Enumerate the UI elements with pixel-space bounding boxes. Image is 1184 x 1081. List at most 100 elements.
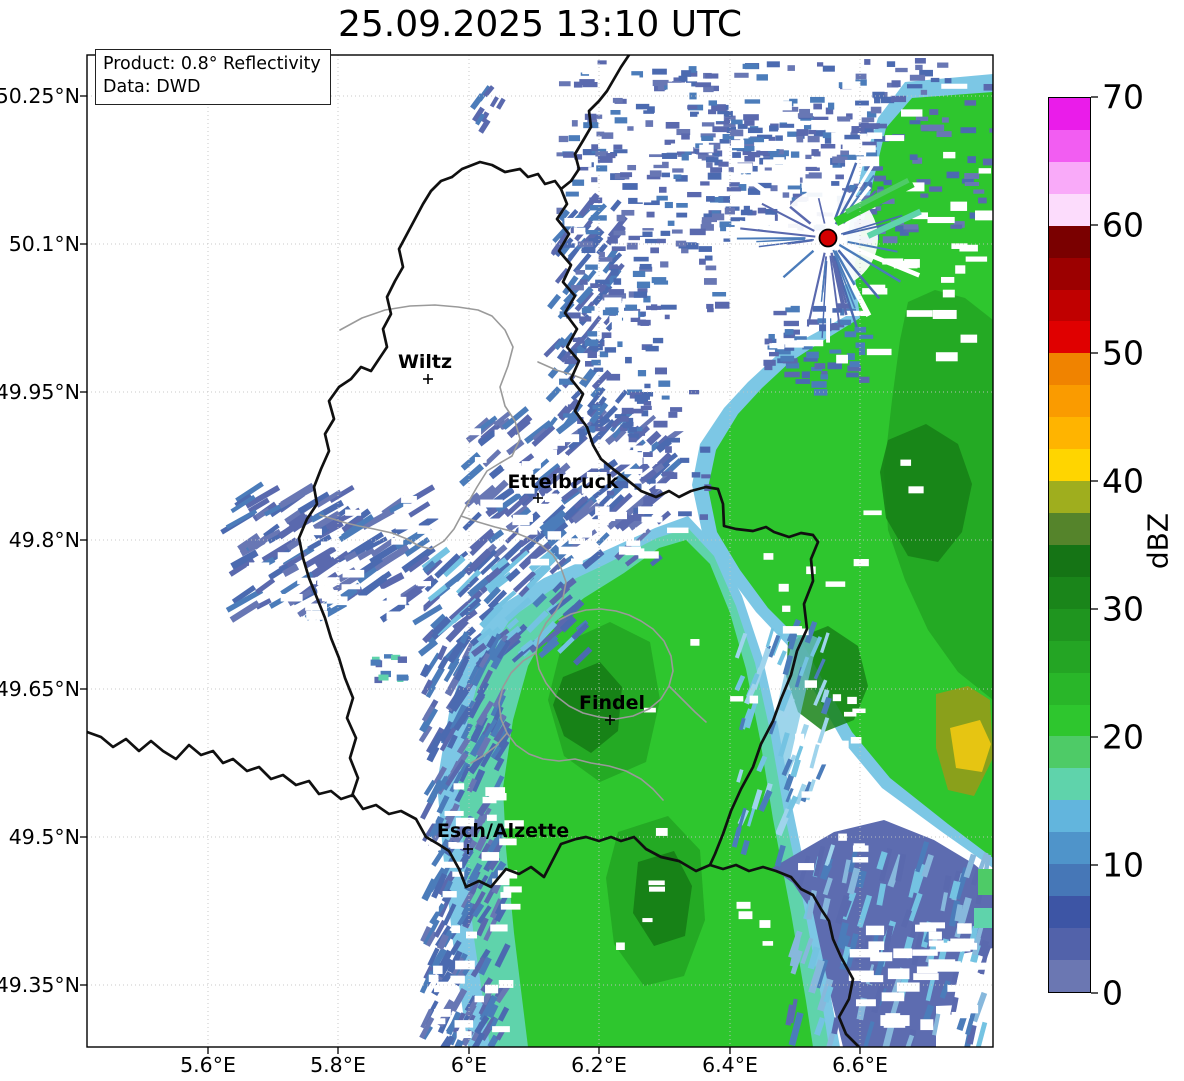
colorbar-segment: [1049, 449, 1090, 482]
city-label: Esch/Alzette: [436, 820, 570, 842]
colorbar-segment: [1049, 225, 1090, 258]
speckle-field-blob-sw: [370, 654, 409, 684]
y-tick-label: 49.65°N: [0, 677, 80, 701]
district-borders: [319, 304, 707, 801]
data-source-line: Data: DWD: [103, 77, 201, 98]
district-border-line: [319, 304, 521, 550]
hole-field: [560, 62, 993, 364]
echo-region-darkgreen-b1: [553, 662, 622, 753]
district-border-line: [537, 361, 587, 381]
district-border-line: [498, 652, 664, 801]
colorbar-segment: [1049, 736, 1090, 769]
district-border-line: [470, 732, 508, 764]
country-border-line: [559, 55, 631, 191]
colorbar-segment: [1049, 768, 1090, 801]
y-tick-label: 50.1°N: [8, 232, 80, 256]
colorbar-tick-label: 50: [1102, 333, 1144, 373]
y-tick-label: 49.5°N: [8, 825, 80, 849]
colorbar-segment: [1049, 161, 1090, 194]
city-label: Wiltz: [397, 351, 453, 373]
city-marker: [463, 844, 473, 854]
colorbar-segment: [1049, 321, 1090, 354]
graticule: [87, 55, 993, 1047]
echo-streak: [978, 869, 993, 895]
district-border-line: [460, 515, 674, 720]
y-tick-label: 49.8°N: [8, 528, 80, 552]
colorbar-tick-label: 30: [1102, 589, 1144, 629]
echo-region-green-east: [708, 92, 993, 858]
x-tick-label: 6°E: [450, 1053, 488, 1077]
y-tick-label: 49.35°N: [0, 973, 80, 997]
colorbar-segment: [1049, 672, 1090, 705]
colorbar-segment: [1049, 385, 1090, 418]
colorbar-segment: [1049, 353, 1090, 386]
country-border-line: [450, 160, 563, 191]
colorbar-segment: [1049, 832, 1090, 865]
country-border-line: [87, 730, 712, 889]
colorbar-tick-label: 60: [1102, 205, 1144, 245]
y-tick-label: 50.25°N: [0, 84, 80, 108]
x-tick-label: 6.4°E: [702, 1053, 758, 1077]
hole-field: [616, 639, 781, 951]
colorbar-tick-label: 40: [1102, 461, 1144, 501]
city-label: Ettelbruck: [507, 471, 619, 493]
country-border-line: [708, 863, 861, 1047]
echo-streak: [844, 177, 910, 215]
echo-streak: [833, 178, 915, 227]
product-info-box: Product: 0.8° Reflectivity Data: DWD: [95, 49, 331, 106]
city-markers: [423, 374, 615, 854]
axis-ticks: [80, 95, 1098, 1054]
speckle-field-scatter-mid: [600, 383, 712, 521]
colorbar-segment: [1049, 576, 1090, 609]
hole-field: [470, 424, 689, 566]
colorbar-tick-label: 20: [1102, 717, 1144, 757]
echo-streak: [866, 208, 922, 239]
map-frame: [86, 54, 994, 1048]
colorbar-tick-label: 70: [1102, 77, 1144, 117]
colorbar-segment: [1049, 289, 1090, 322]
colorbar-segment: [1049, 927, 1090, 960]
streak-field-west-streaks: [220, 481, 443, 626]
echo-region-darkgreen-east1: [880, 424, 972, 562]
city-label: Findel: [578, 692, 646, 714]
x-tick-label: 6.2°E: [571, 1053, 627, 1077]
colorbar-segment: [1049, 640, 1090, 673]
radar-site-dot: [818, 228, 838, 248]
city-marker: [423, 374, 433, 384]
colorbar-segment: [1049, 129, 1090, 162]
echo-streak: [974, 908, 992, 928]
product-line: Product: 0.8° Reflectivity: [103, 54, 321, 74]
colorbar-segment: [1049, 896, 1090, 928]
hole-field: [848, 922, 989, 1031]
colorbar-segment: [1049, 98, 1090, 130]
colorbar-tick-label: 0: [1102, 973, 1123, 1013]
colorbar-segment: [1049, 512, 1090, 545]
dbz-colorbar: [1048, 97, 1091, 993]
x-tick-label: 5.8°E: [310, 1053, 366, 1077]
colorbar-segment: [1049, 800, 1090, 833]
colorbar-segment: [1049, 704, 1090, 737]
city-marker: [533, 493, 543, 503]
district-border-line: [668, 685, 707, 723]
colorbar-tick-label: 10: [1102, 845, 1144, 885]
echo-layer: [220, 58, 993, 1047]
echo-region-darkgreen-b2: [633, 851, 692, 946]
city-marker: [605, 715, 615, 725]
country-border-line: [297, 175, 454, 798]
colorbar-segment: [1049, 193, 1090, 226]
hole-field: [427, 783, 524, 1039]
colorbar-segment: [1049, 257, 1090, 290]
hole-field: [246, 495, 439, 620]
radar-rays: [736, 162, 903, 339]
colorbar-segment: [1049, 959, 1090, 992]
streak-field-mid-band-streaks: [417, 544, 593, 668]
colorbar-segment: [1049, 481, 1090, 513]
x-tick-label: 6.6°E: [832, 1053, 888, 1077]
colorbar-segment: [1049, 417, 1090, 450]
x-tick-label: 5.6°E: [180, 1053, 236, 1077]
colorbar-segment: [1049, 864, 1090, 897]
colorbar-segment: [1049, 608, 1090, 641]
country-borders: [87, 55, 861, 1047]
